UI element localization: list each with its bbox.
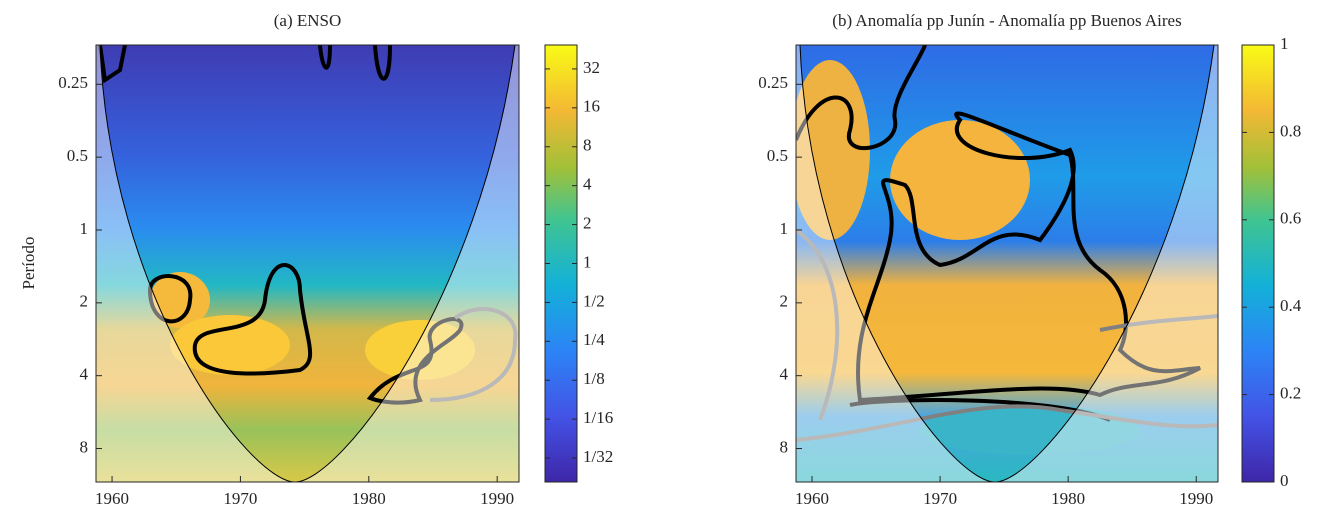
y-tick-label: 2 [780,292,789,311]
colorbar-tick-label: 8 [583,136,592,155]
x-tick-label: 1970 [923,489,957,508]
colorbar-tick-label: 0.2 [1280,384,1301,403]
y-tick-label: 2 [80,292,89,311]
x-tick-label: 1960 [95,489,129,508]
y-tick-label: 4 [780,365,789,384]
colorbar-tick-label: 2 [583,213,592,232]
x-tick-label: 1990 [480,489,514,508]
x-tick-label: 1980 [1051,489,1085,508]
y-tick-label: 0.25 [758,73,788,92]
panel-title: (a) ENSO [274,11,342,30]
panel-title: (b) Anomalía pp Junín - Anomalía pp Buen… [832,11,1181,30]
colorbar-tick-label: 1/32 [583,447,613,466]
colorbar [1241,44,1275,483]
colorbar-tick-label: 32 [583,58,600,77]
colorbar-tick-label: 4 [583,175,592,194]
y-tick-label: 4 [80,365,89,384]
colorbar-tick-label: 1/16 [583,408,613,427]
x-tick-label: 1970 [223,489,257,508]
y-tick-label: 1 [780,219,789,238]
colorbar-tick-label: 0.6 [1280,209,1301,228]
x-tick-label: 1960 [795,489,829,508]
colorbar-tick-label: 1/2 [583,291,605,310]
y-tick-label: 0.5 [767,146,788,165]
y-tick-label: 8 [780,437,789,456]
panel-a-field [96,45,519,482]
y-tick-label: 0.5 [67,146,88,165]
colorbar-tick-label: 0.8 [1280,121,1301,140]
colorbar-tick-label: 1/8 [583,369,605,388]
y-axis-label: Período [19,237,38,290]
colorbar-tick-label: 16 [583,97,600,116]
colorbar-tick-label: 1/4 [583,330,605,349]
colorbar-tick-label: 1 [1280,34,1289,53]
colorbar-tick-label: 0.4 [1280,296,1302,315]
axes-box [795,44,1219,483]
y-tick-label: 8 [80,437,89,456]
colorbar-tick-label: 1 [583,252,592,271]
y-tick-label: 0.25 [58,73,88,92]
x-tick-label: 1980 [352,489,386,508]
panel-b-field [796,45,1218,482]
axes-box [95,44,520,483]
y-tick-label: 1 [80,219,89,238]
x-tick-label: 1990 [1179,489,1213,508]
colorbar-tick-label: 0 [1280,471,1289,490]
